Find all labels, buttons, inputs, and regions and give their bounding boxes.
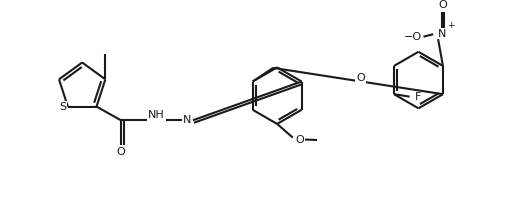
Text: N: N (183, 115, 191, 125)
Text: +: + (447, 21, 454, 30)
Text: O: O (295, 135, 304, 145)
Text: O: O (116, 147, 125, 157)
Text: O: O (356, 73, 365, 83)
Text: O: O (439, 0, 447, 10)
Text: NH: NH (148, 110, 165, 120)
Text: S: S (59, 102, 67, 112)
Text: −O: −O (403, 32, 422, 42)
Text: N: N (438, 29, 446, 39)
Text: F: F (414, 92, 421, 102)
